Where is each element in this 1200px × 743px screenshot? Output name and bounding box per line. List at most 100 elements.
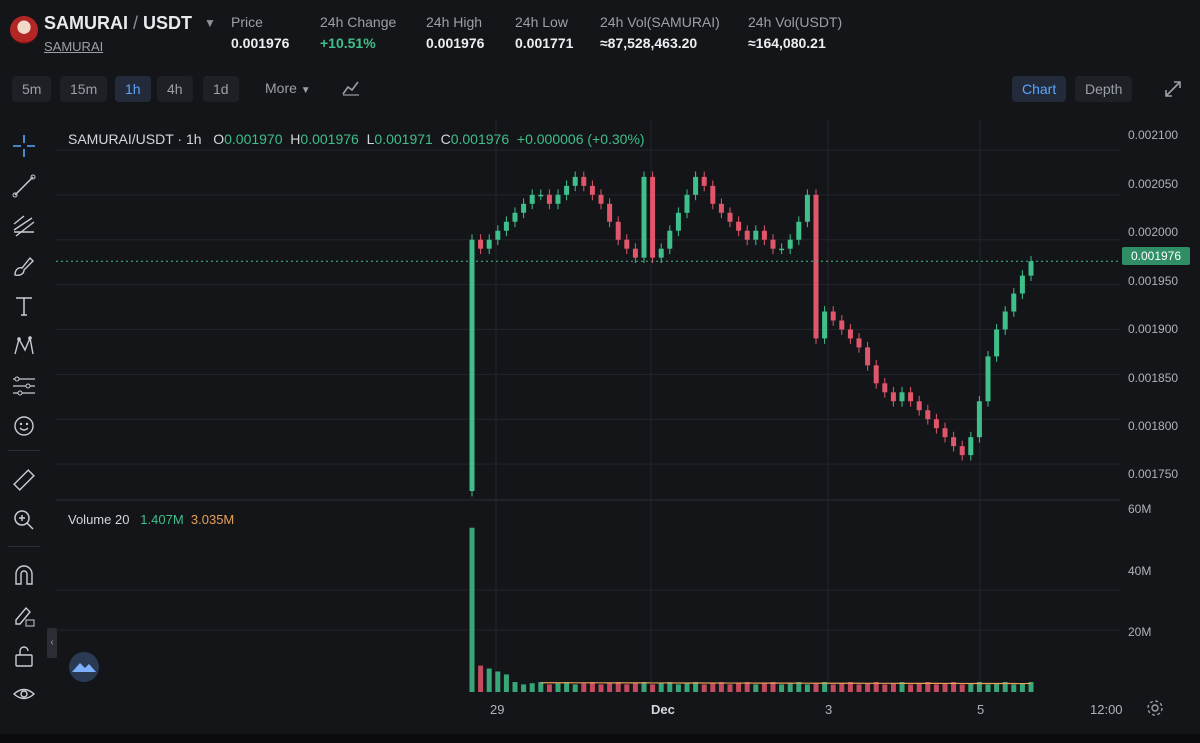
current-price-tag: 0.001976 [1122,247,1190,265]
volume-bar [1011,684,1017,692]
magnet-icon[interactable] [10,562,38,590]
x-tick-label: Dec [651,702,675,717]
timeframe-1d[interactable]: 1d [203,76,239,102]
candle-body [624,239,630,249]
zoom-in-icon[interactable] [10,506,38,534]
token-link[interactable]: SAMURAI [44,39,104,54]
volume-bar [667,682,673,692]
candle-body [951,437,957,447]
candle-body [1019,275,1025,294]
stat-24h-change: 24h Change +10.51% [320,14,397,51]
y-tick-label: 0.001750 [1128,467,1179,481]
text-icon[interactable] [10,292,38,320]
x-tick-label: 5 [977,702,985,717]
market-header: SAMURAI / USDT ▼ SAMURAI Price 0.001976 2… [0,0,1200,66]
volume-ma-value: 3.035M [190,512,235,527]
candle-body [478,239,484,249]
measure-lines-icon[interactable] [10,372,38,400]
volume-bar [1002,682,1008,692]
candle-body [813,194,819,339]
candle-body [779,248,785,251]
volume-bar [908,684,914,692]
pattern-icon[interactable] [10,332,38,360]
volume-tick-label: 60M [1128,502,1152,516]
fib-icon[interactable] [10,212,38,240]
legend-change: +0.000006 (+0.30%) [516,131,645,147]
bottom-edge [0,734,1200,743]
candle-body [546,194,552,204]
candle-body [847,329,853,339]
volume-bar [976,682,982,692]
candle-body [1002,311,1008,330]
ruler-icon[interactable] [10,466,38,494]
chart-view-button[interactable]: Chart [1012,76,1067,102]
candle-body [512,212,518,222]
candle-body [736,221,742,231]
candle-body [572,176,578,186]
volume-bar [865,683,871,692]
volume-bar [538,682,544,692]
volume-bar [701,684,707,692]
volume-bar [736,683,742,692]
timeframe-1h[interactable]: 1h [115,76,151,102]
platform-logo-icon[interactable] [66,652,102,682]
volume-bar [968,683,974,692]
pair-dropdown-icon[interactable]: ▼ [204,16,216,30]
volume-bar [684,683,690,692]
volume-bar [804,684,810,692]
timeframe-4h[interactable]: 4h [157,76,193,102]
volume-bar [650,684,656,692]
candle-body [744,230,750,240]
candle-body [985,356,991,402]
crosshair-icon[interactable] [10,132,38,160]
settings-gear-icon[interactable] [1146,699,1164,717]
eye-icon[interactable] [10,680,38,708]
emoji-icon[interactable] [10,412,38,440]
stat-24h-vol-quote: 24h Vol(USDT) ≈164,080.21 [748,14,843,51]
timeframe-5m[interactable]: 5m [12,76,52,102]
candle-body [994,329,1000,357]
candle-body [486,239,492,249]
candle-body [916,401,922,411]
lock-pencil-icon[interactable] [10,602,38,630]
y-tick-label: 0.001950 [1128,274,1179,288]
candle-body [770,239,776,249]
volume-legend-value: 1.407M [140,512,184,527]
volume-bar [581,683,587,692]
trend-line-icon[interactable] [10,172,38,200]
volume-bar [890,683,896,692]
x-tick-label: 29 [490,702,505,717]
candle-body [856,338,862,348]
brush-icon[interactable] [10,252,38,280]
candle-body [632,248,638,258]
legend-symbol: SAMURAI/USDT · 1h [68,131,202,147]
candle-body [469,239,475,492]
volume-bar [598,684,604,692]
volume-legend: Volume 20 1.407M 3.035M [68,512,234,527]
volume-bar [994,683,1000,692]
volume-bar [813,683,819,692]
collapse-sidebar-icon[interactable]: ‹ [47,628,57,658]
unlock-icon[interactable] [10,642,38,670]
indicators-icon[interactable] [342,80,360,96]
timeframe-15m[interactable]: 15m [60,76,108,102]
legend-close: 0.001976 [450,131,510,147]
volume-bar [925,682,931,692]
fullscreen-icon[interactable] [1164,80,1182,98]
drawing-toolbar [0,124,48,724]
more-timeframes-button[interactable]: More ▼ [265,80,311,96]
volume-bar [856,684,862,692]
candle-body [908,392,914,402]
volume-bar [503,674,509,692]
price-chart[interactable] [56,120,1120,694]
depth-view-button[interactable]: Depth [1075,76,1133,102]
volume-bar [675,684,681,692]
pair-title[interactable]: SAMURAI / USDT [44,13,193,33]
candle-body [710,185,716,204]
chart-toolbar: 5m 15m 1h 4h 1d More ▼ Chart Depth [0,72,1200,104]
candle-body [727,212,733,222]
volume-bar [710,683,716,692]
volume-bar [529,683,535,692]
volume-bar [744,682,750,692]
y-tick-label: 0.002050 [1128,177,1179,191]
